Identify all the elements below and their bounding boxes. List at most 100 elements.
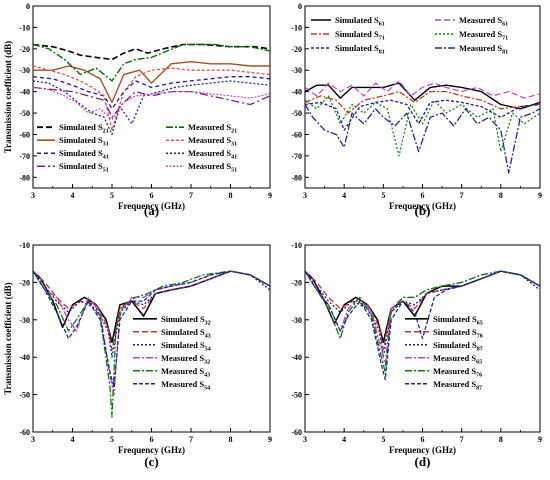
- legend-label: Measured S21: [188, 122, 237, 135]
- y-tick-label: -50: [19, 391, 30, 400]
- y-axis-label: Transmission coefficient (dB): [3, 41, 13, 153]
- legend-label-base: Simulated S: [59, 122, 103, 132]
- legend-label-subscript: 87: [476, 385, 482, 391]
- panel-label: (a): [144, 203, 159, 218]
- chart-panel-c: 3 4 5 6 7 8 9 -10 -20 -30 -40 -50 -60 Frequency (GHz)…: [3, 241, 272, 469]
- legend-label-subscript: 51: [103, 168, 109, 174]
- x-tick-label: 3: [31, 191, 35, 200]
- panel-label: (b): [415, 203, 431, 218]
- legend-label-subscript: 41: [103, 155, 109, 161]
- legend-label-base: Simulated S: [433, 340, 477, 350]
- y-tick-label: -20: [19, 45, 30, 54]
- y-tick-label: -60: [291, 428, 302, 437]
- panel-label: (c): [144, 454, 158, 469]
- legend-label-base: Simulated S: [335, 43, 379, 53]
- legend-label-subscript: 61: [502, 22, 508, 28]
- x-tick-label: 7: [460, 191, 464, 200]
- plot-frame: [32, 5, 271, 189]
- x-tick-label: 4: [71, 435, 75, 444]
- legend-label-base: Measured S: [161, 366, 204, 376]
- legend-label-base: Simulated S: [59, 135, 103, 145]
- y-tick-label: -40: [291, 353, 302, 362]
- series-line-43: [33, 270, 270, 418]
- y-tick-label: -30: [291, 66, 302, 75]
- y-tick-label: -10: [19, 23, 30, 32]
- y-tick-label: -30: [19, 316, 30, 325]
- x-tick-label: 6: [150, 435, 154, 444]
- x-tick-label: 3: [31, 435, 35, 444]
- series-line-54: [33, 270, 270, 358]
- legend-label: Simulated S41: [59, 148, 109, 161]
- legend-label-base: Simulated S: [433, 314, 477, 324]
- series-lines: [33, 43, 270, 136]
- legend-label: Simulated S87: [433, 340, 483, 353]
- y-tick-label: -10: [19, 241, 30, 250]
- legend-label-subscript: 31: [103, 142, 109, 148]
- y-tick-label: -40: [19, 353, 30, 362]
- legend-label-subscript: 76: [477, 333, 483, 339]
- x-tick-label: 7: [189, 191, 193, 200]
- legend-label-base: Measured S: [188, 135, 231, 145]
- legend-label: Measured S43: [161, 366, 210, 379]
- series-line-76: [305, 270, 540, 351]
- x-tick-label: 4: [342, 191, 346, 200]
- legend-label-subscript: 87: [477, 346, 483, 352]
- y-tick-label: -40: [291, 88, 302, 97]
- plot-frame: [32, 244, 271, 433]
- legend-label-subscript: 81: [502, 50, 508, 56]
- y-tick-label: -50: [19, 109, 30, 118]
- series-line-32: [33, 270, 270, 396]
- legend-label: Measured S41: [188, 148, 237, 161]
- legend-label: Measured S32: [161, 353, 210, 366]
- legend-label-subscript: 76: [476, 372, 482, 378]
- series-line-31: [33, 61, 270, 104]
- legend-label-base: Simulated S: [59, 148, 103, 158]
- series-line-81: [305, 99, 540, 131]
- series-line-31: [33, 65, 270, 131]
- x-tick-label: 3: [303, 191, 307, 200]
- series-line-41: [33, 76, 270, 110]
- series-line-21: [33, 43, 270, 61]
- panel-label: (d): [415, 454, 431, 469]
- series-line-43: [33, 270, 270, 351]
- legend-label-subscript: 81: [379, 50, 385, 56]
- y-tick-label: 0: [26, 2, 30, 11]
- series-line-54: [33, 270, 270, 388]
- y-tick-label: -70: [291, 152, 302, 161]
- legend-label-subscript: 21: [103, 129, 109, 135]
- legend-label-base: Simulated S: [161, 340, 205, 350]
- legend-label-base: Measured S: [161, 379, 204, 389]
- legend-label-base: Measured S: [459, 29, 502, 39]
- legend-label: Simulated S21: [59, 122, 109, 135]
- y-tick-label: -50: [291, 109, 302, 118]
- x-axis-label: Frequency (GHz): [389, 201, 456, 211]
- y-tick-label: -30: [291, 316, 302, 325]
- legend-label-subscript: 51: [231, 168, 237, 174]
- y-tick-label: -20: [291, 278, 302, 287]
- y-tick-label: -80: [19, 173, 30, 182]
- legend-label: Measured S65: [433, 353, 482, 366]
- series-lines: [305, 270, 540, 381]
- y-tick-label: -50: [291, 391, 302, 400]
- legend-label: Measured S81: [459, 43, 508, 56]
- y-tick-label: -20: [19, 278, 30, 287]
- legend-label: Simulated S81: [335, 43, 385, 56]
- legend-label: Simulated S71: [335, 29, 385, 42]
- legend-label-subscript: 32: [204, 359, 210, 365]
- y-tick-label: -60: [19, 428, 30, 437]
- legend-label: Measured S76: [433, 366, 482, 379]
- legend-label-base: Measured S: [433, 379, 476, 389]
- x-tick-label: 5: [110, 191, 114, 200]
- chart-panel-d: 3 4 5 6 7 8 9 -10 -20 -30 -40 -50 -60 Frequency (GHz)…: [291, 241, 542, 469]
- legend-label-subscript: 65: [476, 359, 482, 365]
- legend-label-base: Simulated S: [161, 327, 205, 337]
- y-tick-label: -70: [19, 152, 30, 161]
- y-tick-label: -80: [291, 173, 302, 182]
- y-axis-label: Transmission coefficient (dB): [3, 282, 13, 394]
- legend-label: Measured S31: [188, 135, 237, 148]
